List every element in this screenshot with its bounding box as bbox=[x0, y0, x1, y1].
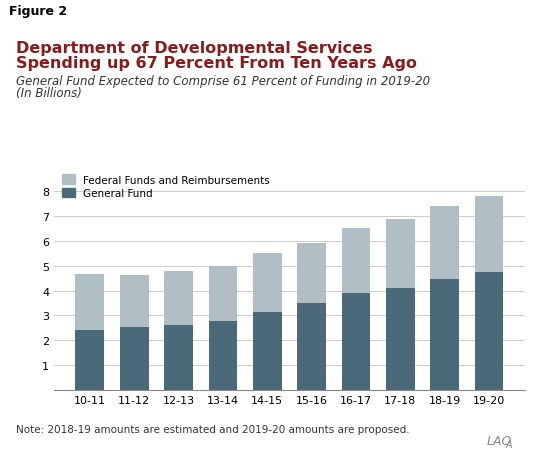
Bar bbox=[76, 331, 104, 390]
Bar bbox=[253, 254, 282, 313]
Legend: Federal Funds and Reimbursements, General Fund: Federal Funds and Reimbursements, Genera… bbox=[60, 172, 273, 201]
Bar bbox=[253, 313, 282, 390]
Bar bbox=[208, 266, 237, 321]
Bar bbox=[474, 197, 503, 272]
Bar bbox=[164, 271, 193, 325]
Text: Department of Developmental Services: Department of Developmental Services bbox=[16, 40, 373, 55]
Bar bbox=[120, 327, 149, 390]
Bar bbox=[341, 293, 371, 390]
Bar bbox=[341, 229, 371, 293]
Bar bbox=[430, 207, 459, 279]
Text: General Fund Expected to Comprise 61 Percent of Funding in 2019-20: General Fund Expected to Comprise 61 Per… bbox=[16, 75, 430, 88]
Bar bbox=[297, 243, 326, 303]
Bar bbox=[76, 274, 104, 331]
Text: LAO: LAO bbox=[487, 435, 512, 447]
Text: (In Billions): (In Billions) bbox=[16, 87, 82, 99]
Bar bbox=[164, 325, 193, 390]
Bar bbox=[430, 279, 459, 390]
Text: Spending up 67 Percent From Ten Years Ago: Spending up 67 Percent From Ten Years Ag… bbox=[16, 56, 417, 70]
Text: A: A bbox=[506, 439, 512, 449]
Text: Figure 2: Figure 2 bbox=[10, 5, 68, 18]
Bar bbox=[297, 303, 326, 390]
Text: Note: 2018-19 amounts are estimated and 2019-20 amounts are proposed.: Note: 2018-19 amounts are estimated and … bbox=[16, 424, 410, 434]
Bar bbox=[386, 219, 415, 288]
Bar bbox=[120, 276, 149, 327]
Bar bbox=[474, 272, 503, 390]
Bar bbox=[208, 321, 237, 390]
Bar bbox=[386, 288, 415, 390]
